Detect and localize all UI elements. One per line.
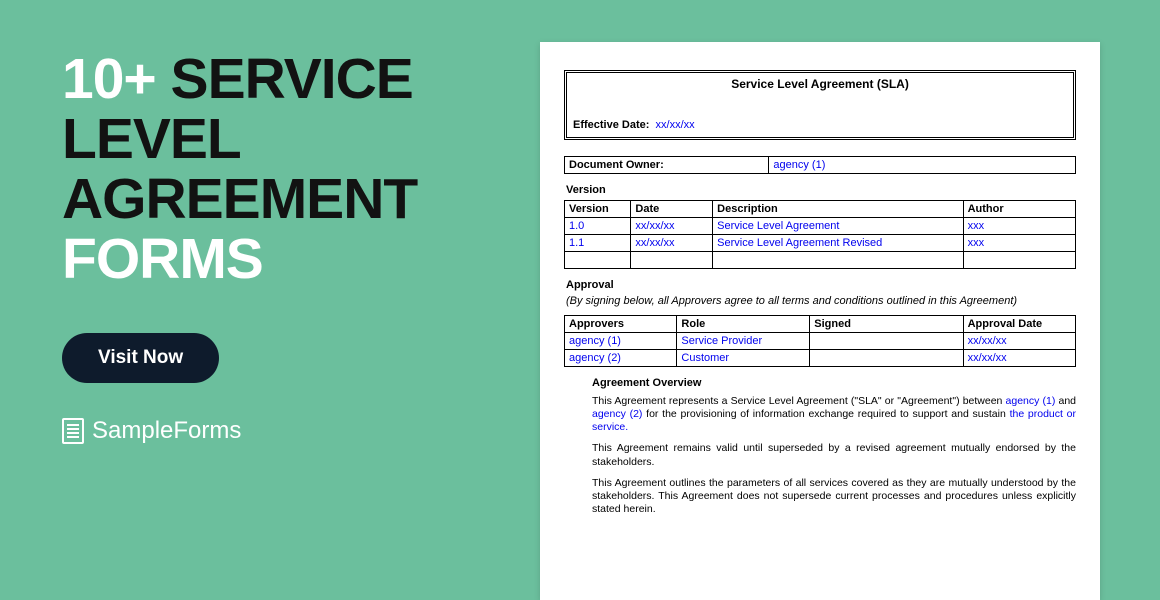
headline-word-2: LEVEL	[62, 107, 241, 171]
document-preview-container: Service Level Agreement (SLA) Effective …	[540, 0, 1160, 600]
column-header: Description	[713, 201, 963, 218]
headline-word-4: FORMS	[62, 227, 263, 291]
column-header: Role	[677, 316, 810, 333]
table-cell: Service Level Agreement Revised	[713, 235, 963, 252]
table-cell: xxx	[963, 218, 1075, 235]
headline-word-3: AGREEMENT	[62, 167, 417, 231]
version-table: VersionDateDescriptionAuthor1.0xx/xx/xxS…	[564, 200, 1076, 269]
overview-para-1: This Agreement represents a Service Leve…	[592, 395, 1076, 434]
table-cell	[810, 350, 963, 367]
visit-now-button[interactable]: Visit Now	[62, 333, 219, 383]
brand-name: SampleForms	[92, 417, 241, 445]
overview-heading: Agreement Overview	[592, 377, 1076, 389]
table-cell: xxx	[963, 235, 1075, 252]
approval-heading: Approval	[566, 279, 1076, 291]
column-header: Author	[963, 201, 1075, 218]
doc-header-box: Service Level Agreement (SLA) Effective …	[564, 70, 1076, 140]
table-cell: xx/xx/xx	[631, 235, 713, 252]
table-cell	[810, 333, 963, 350]
column-header: Signed	[810, 316, 963, 333]
column-header: Version	[565, 201, 631, 218]
owner-label: Document Owner:	[565, 157, 769, 174]
table-cell: 1.0	[565, 218, 631, 235]
table-cell: xx/xx/xx	[631, 218, 713, 235]
table-cell: Customer	[677, 350, 810, 367]
owner-table: Document Owner: agency (1)	[564, 156, 1076, 174]
table-row: 1.1xx/xx/xxService Level Agreement Revis…	[565, 235, 1076, 252]
effective-date-label: Effective Date:	[573, 119, 649, 131]
table-cell: Service Provider	[677, 333, 810, 350]
effective-date-value: xx/xx/xx	[656, 119, 695, 131]
doc-title: Service Level Agreement (SLA)	[573, 77, 1067, 91]
column-header: Approvers	[565, 316, 677, 333]
headline-count: 10+	[62, 47, 156, 111]
table-cell: agency (2)	[565, 350, 677, 367]
approval-table: ApproversRoleSignedApproval Dateagency (…	[564, 315, 1076, 367]
effective-date-row: Effective Date: xx/xx/xx	[573, 119, 1067, 131]
promo-panel: 10+ SERVICE LEVEL AGREEMENT FORMS Visit …	[0, 0, 540, 600]
brand: SampleForms	[62, 417, 520, 445]
headline-word-1: SERVICE	[171, 47, 413, 111]
table-cell: Service Level Agreement	[713, 218, 963, 235]
agreement-overview: Agreement Overview This Agreement repres…	[592, 377, 1076, 516]
table-cell: xx/xx/xx	[963, 350, 1075, 367]
owner-value: agency (1)	[773, 159, 825, 171]
overview-para-2: This Agreement remains valid until super…	[592, 442, 1076, 468]
approval-note: (By signing below, all Approvers agree t…	[566, 295, 1076, 307]
document-icon	[62, 418, 84, 444]
table-row: agency (2)Customer xx/xx/xx	[565, 350, 1076, 367]
table-cell: xx/xx/xx	[963, 333, 1075, 350]
headline: 10+ SERVICE LEVEL AGREEMENT FORMS	[62, 50, 520, 289]
column-header: Date	[631, 201, 713, 218]
table-row: 1.0xx/xx/xxService Level Agreementxxx	[565, 218, 1076, 235]
sla-document: Service Level Agreement (SLA) Effective …	[540, 42, 1100, 600]
table-cell: 1.1	[565, 235, 631, 252]
table-cell: agency (1)	[565, 333, 677, 350]
table-row: agency (1)Service Provider xx/xx/xx	[565, 333, 1076, 350]
table-row	[565, 252, 1076, 269]
table-row: Document Owner: agency (1)	[565, 157, 1076, 174]
version-heading: Version	[566, 184, 1076, 196]
overview-para-3: This Agreement outlines the parameters o…	[592, 477, 1076, 516]
column-header: Approval Date	[963, 316, 1075, 333]
